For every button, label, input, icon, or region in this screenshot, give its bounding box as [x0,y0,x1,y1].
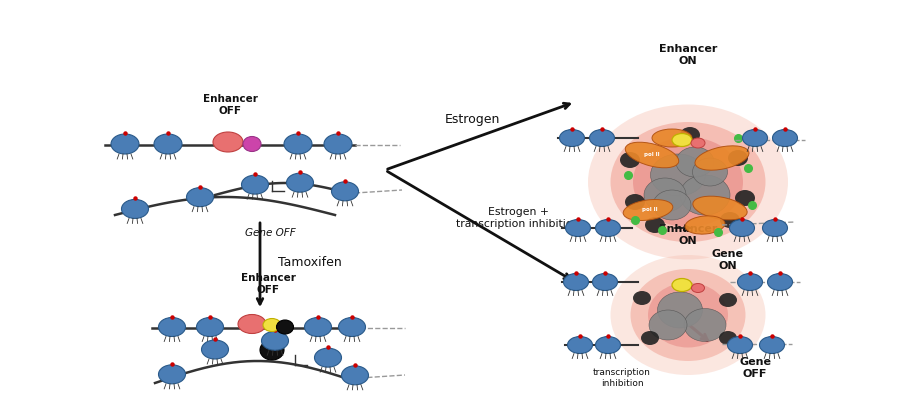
Text: Enhancer
ON: Enhancer ON [659,44,717,66]
Ellipse shape [154,134,182,154]
Ellipse shape [651,154,706,196]
Ellipse shape [693,196,747,220]
Text: Gene
OFF: Gene OFF [739,357,771,379]
Ellipse shape [652,129,692,147]
Ellipse shape [314,348,341,367]
Ellipse shape [338,318,365,336]
Ellipse shape [241,175,268,194]
Text: Enhancer
OFF: Enhancer OFF [240,273,295,295]
Ellipse shape [610,122,766,242]
Ellipse shape [695,146,749,170]
Ellipse shape [262,331,289,350]
Ellipse shape [626,142,679,168]
Ellipse shape [590,130,615,146]
Ellipse shape [568,336,592,354]
Ellipse shape [243,136,261,152]
Ellipse shape [620,152,640,168]
Ellipse shape [680,175,730,215]
Ellipse shape [772,130,797,146]
Ellipse shape [633,291,651,305]
Ellipse shape [760,336,785,354]
Text: Enhancer
ON: Enhancer ON [659,224,717,246]
Ellipse shape [260,340,284,360]
Ellipse shape [742,130,768,146]
Ellipse shape [645,217,665,233]
Ellipse shape [213,132,243,152]
Ellipse shape [692,158,727,186]
Ellipse shape [625,194,645,210]
Ellipse shape [633,137,743,227]
Ellipse shape [202,340,229,359]
Ellipse shape [719,293,737,307]
Ellipse shape [728,150,748,166]
Ellipse shape [158,365,185,384]
Ellipse shape [158,318,185,336]
Ellipse shape [596,336,620,354]
Ellipse shape [737,274,762,290]
Ellipse shape [592,274,617,290]
Ellipse shape [341,366,368,385]
Ellipse shape [284,134,312,154]
Text: Estrogen: Estrogen [445,114,500,126]
Ellipse shape [324,134,352,154]
Text: pol II: pol II [644,152,660,158]
Ellipse shape [238,314,266,334]
Ellipse shape [111,134,139,154]
Ellipse shape [648,282,728,348]
Text: Tamoxifen: Tamoxifen [278,256,342,268]
Text: Enhancer
OFF: Enhancer OFF [202,94,257,116]
Ellipse shape [691,138,705,148]
Text: Gene OFF: Gene OFF [245,228,295,238]
Ellipse shape [735,190,755,206]
Ellipse shape [685,216,724,234]
Ellipse shape [691,284,705,292]
Ellipse shape [768,274,793,290]
Ellipse shape [658,292,703,328]
Text: pol II: pol II [643,208,658,212]
Ellipse shape [186,188,213,207]
Ellipse shape [649,310,687,340]
Ellipse shape [122,200,148,218]
Ellipse shape [276,320,293,334]
Ellipse shape [720,212,740,228]
Ellipse shape [631,269,745,361]
Ellipse shape [672,278,692,292]
Text: Estrogen +
transcription inhibition: Estrogen + transcription inhibition [456,207,580,229]
Ellipse shape [684,308,726,342]
Text: Gene
ON: Gene ON [712,249,744,271]
Ellipse shape [719,331,737,345]
Ellipse shape [644,178,686,212]
Ellipse shape [304,318,331,336]
Ellipse shape [286,173,313,192]
Ellipse shape [653,190,691,220]
Ellipse shape [563,274,589,290]
Text: transcription
inhibition: transcription inhibition [593,368,651,388]
Ellipse shape [565,220,590,236]
Ellipse shape [762,220,788,236]
Ellipse shape [672,134,692,146]
Ellipse shape [196,318,223,336]
Ellipse shape [680,127,700,143]
Ellipse shape [727,336,752,354]
Ellipse shape [263,318,281,332]
Ellipse shape [560,130,584,146]
Ellipse shape [331,182,358,201]
Ellipse shape [610,255,766,375]
Ellipse shape [623,200,673,220]
Ellipse shape [588,104,788,260]
Ellipse shape [730,220,754,236]
Ellipse shape [641,331,659,345]
Ellipse shape [596,220,620,236]
Ellipse shape [676,147,714,177]
